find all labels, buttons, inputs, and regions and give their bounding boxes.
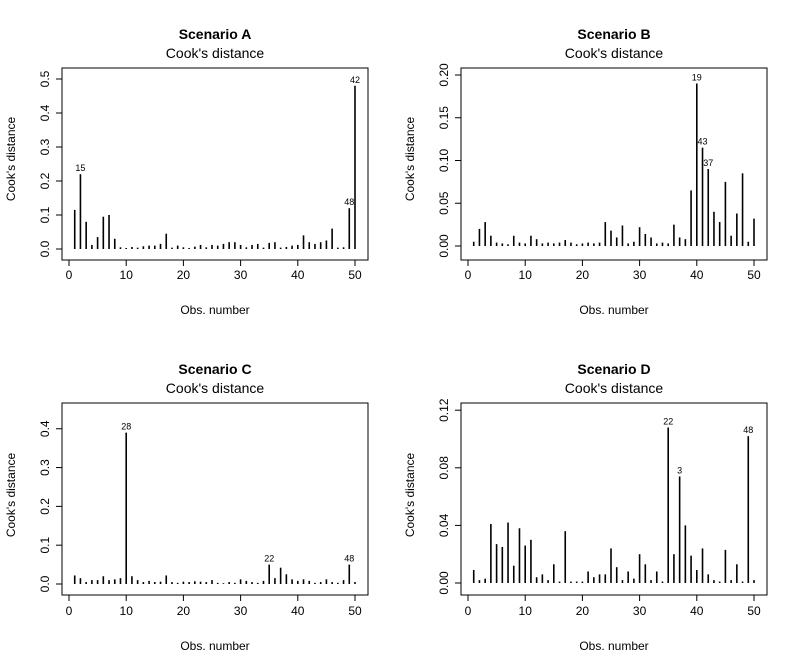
x-tick-label: 30: [234, 268, 248, 282]
point-label: 48: [344, 197, 354, 207]
y-tick-label: 0.20: [437, 63, 451, 87]
point-label: 28: [121, 422, 131, 432]
x-tick-label: 30: [633, 268, 647, 282]
x-tick-label: 40: [291, 604, 305, 618]
plot-frame: [61, 402, 369, 596]
x-tick-label: 30: [234, 604, 248, 618]
chart-title: Scenario D: [577, 361, 650, 377]
x-tick-label: 20: [576, 268, 590, 282]
chart-panel-b: Scenario B Cook's distance Obs. number C…: [403, 26, 768, 317]
y-axis-label: Cook's distance: [4, 117, 18, 202]
x-tick-label: 20: [576, 604, 590, 618]
y-tick-label: 0.12: [437, 398, 451, 422]
x-tick-label: 40: [690, 268, 704, 282]
y-tick-label: 0.0: [38, 240, 52, 257]
point-label: 42: [350, 75, 360, 85]
x-tick-label: 10: [120, 604, 134, 618]
x-tick-label: 50: [747, 268, 761, 282]
chart-subtitle: Cook's distance: [565, 380, 664, 396]
data-marks: 0 10 20 30 40 50 0.0 0.1 0.2 0.3 0.4 0.5 15 48 42: [38, 70, 362, 282]
x-tick-label: 50: [747, 604, 761, 618]
x-tick-label: 10: [120, 268, 134, 282]
y-axis-label: Cook's distance: [403, 453, 417, 538]
x-axis-label: Obs. number: [579, 303, 648, 317]
y-tick-label: 0.4: [38, 104, 52, 121]
y-tick-label: 0.15: [437, 106, 451, 130]
chart-title: Scenario B: [577, 26, 650, 42]
x-tick-label: 40: [291, 268, 305, 282]
y-tick-label: 0.00: [437, 571, 451, 595]
y-tick-label: 0.2: [38, 172, 52, 189]
point-label: 37: [703, 158, 713, 168]
y-tick-label: 0.5: [38, 70, 52, 87]
y-tick-label: 0.08: [437, 456, 451, 480]
chart-title: Scenario C: [178, 361, 251, 377]
y-tick-label: 0.05: [437, 191, 451, 215]
y-tick-label: 0.10: [437, 148, 451, 172]
y-axis-label: Cook's distance: [403, 117, 417, 202]
chart-subtitle: Cook's distance: [565, 45, 664, 61]
y-tick-label: 0.3: [38, 459, 52, 476]
x-axis-label: Obs. number: [180, 639, 249, 653]
x-tick-label: 20: [177, 604, 191, 618]
chart-panel-a: Scenario A Cook's distance Obs. number C…: [4, 26, 369, 317]
x-tick-label: 30: [633, 604, 647, 618]
point-label: 3: [677, 465, 682, 475]
x-tick-label: 0: [66, 268, 73, 282]
point-label: 48: [743, 425, 753, 435]
point-label: 22: [663, 416, 673, 426]
data-marks: 0 10 20 30 40 50 0.00 0.04 0.08 0.12 22 3 48: [437, 398, 761, 618]
data-marks: 0 10 20 30 40 50 0.0 0.1 0.2 0.3 0.4 28 22 48: [38, 420, 362, 618]
y-tick-label: 0.3: [38, 138, 52, 155]
x-tick-label: 40: [690, 604, 704, 618]
y-tick-label: 0.2: [38, 498, 52, 515]
plot-frame: [460, 402, 768, 596]
chart-panel-d: Scenario D Cook's distance Obs. number C…: [403, 361, 768, 653]
point-label: 22: [264, 554, 274, 564]
y-tick-label: 0.0: [38, 575, 52, 592]
x-axis-label: Obs. number: [579, 639, 648, 653]
x-tick-label: 0: [465, 604, 472, 618]
x-tick-label: 10: [519, 268, 533, 282]
y-tick-label: 0.04: [437, 513, 451, 537]
y-tick-label: 0.1: [38, 537, 52, 554]
chart-subtitle: Cook's distance: [166, 45, 265, 61]
plot-frame: [460, 67, 768, 261]
chart-subtitle: Cook's distance: [166, 380, 265, 396]
y-tick-label: 0.00: [437, 234, 451, 258]
point-label: 19: [692, 73, 702, 83]
point-label: 48: [344, 554, 354, 564]
x-tick-label: 50: [348, 268, 362, 282]
x-tick-label: 20: [177, 268, 191, 282]
plot-frame: [61, 67, 369, 261]
point-label: 15: [75, 163, 85, 173]
x-tick-label: 0: [66, 604, 73, 618]
x-tick-label: 10: [519, 604, 533, 618]
chart-panel-c: Scenario C Cook's distance Obs. number C…: [4, 361, 369, 653]
y-tick-label: 0.1: [38, 206, 52, 223]
x-tick-label: 50: [348, 604, 362, 618]
y-tick-label: 0.4: [38, 420, 52, 437]
x-tick-label: 0: [465, 268, 472, 282]
point-label: 43: [698, 137, 708, 147]
data-marks: 0 10 20 30 40 50 0.00 0.05 0.10 0.15 0.20 19 43 37: [437, 63, 761, 282]
y-axis-label: Cook's distance: [4, 453, 18, 538]
chart-title: Scenario A: [179, 26, 252, 42]
x-axis-label: Obs. number: [180, 303, 249, 317]
